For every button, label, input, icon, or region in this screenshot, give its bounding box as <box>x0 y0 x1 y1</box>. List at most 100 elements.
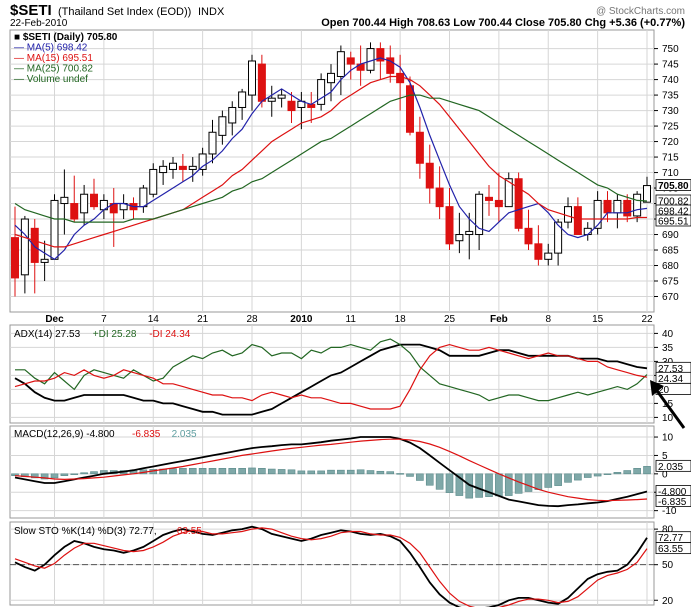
adx-series-line-0 <box>14 343 648 416</box>
x-tick-label: 14 <box>148 314 160 325</box>
candle-body <box>178 165 187 170</box>
candle-body <box>169 162 177 170</box>
macd-histogram-bar <box>593 473 602 477</box>
macd-histogram-bar <box>346 469 355 475</box>
value-tag-label: 698.42 <box>658 206 689 217</box>
x-tick-label: 2010 <box>290 314 313 325</box>
candle-body <box>455 234 464 242</box>
macd-histogram-bar <box>30 473 39 479</box>
y-tick-label: 725 <box>662 122 679 133</box>
macd-histogram-bar <box>60 473 69 476</box>
macd-series-line-1 <box>14 438 648 502</box>
candle-body <box>534 243 543 260</box>
macd-histogram-bar <box>524 473 533 492</box>
y-tick-label: 670 <box>662 292 679 303</box>
macd-histogram-bar <box>307 470 316 475</box>
price-legend-entry: — MA(25) 700.82 <box>14 64 93 75</box>
x-tick-label: Dec <box>45 314 64 325</box>
candle-body <box>623 199 632 217</box>
candle-body <box>80 193 89 214</box>
macd-histogram-bar <box>90 471 98 475</box>
macd-histogram-bar <box>386 471 395 475</box>
candle-body <box>573 206 582 236</box>
macd-histogram-bar <box>70 473 79 475</box>
y-tick-label: 710 <box>662 168 679 179</box>
candle-body <box>485 196 493 201</box>
value-tag-box <box>655 179 691 191</box>
value-tag-label: 705.80 <box>658 181 689 192</box>
adx-legend-entry: +DI 25.28 <box>93 329 137 340</box>
candle-body <box>149 168 158 195</box>
candle-body <box>524 227 533 245</box>
candle-body <box>90 193 98 208</box>
y-tick-label: 720 <box>662 137 679 148</box>
macd-histogram-bar <box>188 468 197 475</box>
candle-body <box>336 51 345 77</box>
macd-histogram-bar <box>425 473 434 486</box>
candle-body <box>60 196 69 205</box>
macd-series-line-0 <box>14 436 648 508</box>
candle-body <box>445 206 454 245</box>
macd-histogram-bar <box>574 473 582 481</box>
price-series-line-2 <box>14 94 648 223</box>
candle-body <box>425 162 434 189</box>
y-tick-label: 685 <box>662 246 679 257</box>
x-tick-label: 21 <box>197 314 209 325</box>
macd-histogram-bar <box>258 468 266 475</box>
macd-histogram-bar <box>40 473 49 480</box>
candle-body <box>504 178 513 208</box>
macd-legend-entry: MACD(12,26,9) -4.800 <box>14 429 115 440</box>
value-tag-label: 72.77 <box>658 533 683 544</box>
y-tick-label: 35 <box>662 343 674 354</box>
macd-histogram-bar <box>169 468 177 475</box>
macd-histogram-bar <box>238 468 246 475</box>
x-tick-label: 11 <box>346 314 357 325</box>
candle-body <box>30 227 39 263</box>
macd-histogram-bar <box>643 466 651 475</box>
sto-series-line-0 <box>14 525 648 607</box>
y-tick-label: 735 <box>662 91 679 102</box>
macd-histogram-bar <box>80 472 88 475</box>
candle-body <box>494 199 503 208</box>
value-tag-label: -6.835 <box>658 497 687 508</box>
macd-histogram-bar <box>317 470 325 475</box>
candle-body <box>50 199 59 260</box>
candle-body <box>613 199 622 214</box>
price-series-line-0 <box>14 57 648 261</box>
macd-histogram-bar <box>228 468 237 475</box>
price-series-line-1 <box>14 75 647 248</box>
macd-histogram-bar <box>504 473 513 496</box>
candle-body <box>643 185 651 203</box>
y-tick-label: 20 <box>662 596 674 607</box>
macd-histogram-bar <box>495 473 503 497</box>
candle-body <box>514 178 523 229</box>
macd-histogram-bar <box>327 469 335 475</box>
y-tick-label: 5 <box>662 451 668 462</box>
y-tick-label: 80 <box>662 525 674 536</box>
y-tick-label: 675 <box>662 277 679 288</box>
y-tick-label: 745 <box>662 60 679 71</box>
macd-histogram-bar <box>337 469 345 475</box>
price-legend-entry: — MA(5) 698.42 <box>14 43 88 54</box>
y-tick-label: 680 <box>662 261 679 272</box>
macd-histogram-bar <box>366 470 375 475</box>
candle-body <box>415 131 424 164</box>
candle-body <box>396 72 405 84</box>
macd-histogram-bar <box>11 473 19 476</box>
macd-histogram-bar <box>416 473 424 481</box>
candle-body <box>218 116 227 136</box>
x-tick-label: 7 <box>101 314 107 325</box>
value-tag-label: 20 <box>658 385 670 396</box>
value-tag-box <box>655 459 691 472</box>
candle-body <box>198 153 207 170</box>
macd-histogram-bar <box>297 470 306 475</box>
macd-histogram-bar <box>554 473 562 486</box>
candle-body <box>554 221 563 254</box>
y-tick-label: 730 <box>662 106 679 117</box>
macd-histogram-bar <box>287 469 296 475</box>
candle-body <box>564 206 572 223</box>
sto-legend-entry: Slow STO %K(14) %D(3) 72.77, <box>14 526 157 537</box>
candle-body <box>139 187 148 208</box>
candle-body <box>376 48 385 62</box>
candle-body <box>267 97 276 102</box>
